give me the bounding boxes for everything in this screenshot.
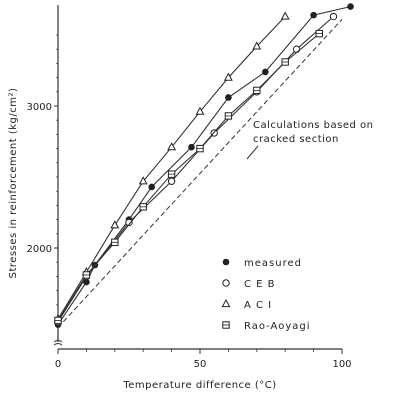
series-measured xyxy=(54,3,354,328)
data-point xyxy=(310,11,317,19)
legend-marker xyxy=(222,279,230,287)
data-point xyxy=(195,106,205,115)
axes: 0 50 100 2000 3000 xyxy=(27,5,352,370)
legend-marker xyxy=(221,298,231,308)
data-point xyxy=(329,12,338,21)
y-tick-label: 2000 xyxy=(27,244,52,255)
annotation-line-2: cracked section xyxy=(253,134,339,145)
data-point xyxy=(252,41,262,50)
y-axis-label: Stresses in reinforcement (kg/cm²) xyxy=(8,88,19,279)
legend-marker xyxy=(222,258,230,266)
legend-label: Rao-Aoyagi xyxy=(244,321,311,332)
annotation: Calculations based on cracked section xyxy=(246,120,374,160)
legend-label: C E B xyxy=(244,279,276,290)
series-c-e-b xyxy=(54,12,338,326)
series-calc-line xyxy=(57,19,343,328)
series-layer xyxy=(53,3,354,328)
data-point xyxy=(292,45,301,53)
data-point xyxy=(148,183,156,191)
data-point xyxy=(167,142,177,151)
series-line xyxy=(57,19,343,328)
data-point xyxy=(280,11,290,20)
data-point xyxy=(223,72,233,81)
series-rao-aoyagi xyxy=(54,29,323,325)
legend-label: measured xyxy=(244,258,302,269)
series-line xyxy=(57,33,320,321)
data-point xyxy=(225,94,232,101)
axis-break-mark xyxy=(53,340,63,346)
data-point xyxy=(347,3,354,10)
series-line xyxy=(57,16,334,323)
x-axis-label: Temperature difference (°C) xyxy=(122,380,276,391)
annotation-leader xyxy=(246,145,259,160)
x-tick-label: 50 xyxy=(194,359,207,370)
data-point xyxy=(167,177,176,185)
data-point xyxy=(110,220,120,229)
legend: measured C E B A C I Rao-Aoyagi xyxy=(221,258,311,332)
series-line xyxy=(57,6,351,326)
data-point xyxy=(138,176,148,185)
x-tick-label: 100 xyxy=(332,359,351,370)
data-point xyxy=(188,143,195,151)
legend-label: A C I xyxy=(244,300,272,311)
data-point xyxy=(125,218,133,227)
data-point xyxy=(262,68,269,76)
x-tick-label: 0 xyxy=(55,359,61,370)
annotation-line-1: Calculations based on xyxy=(253,120,374,131)
y-tick-label: 3000 xyxy=(27,102,52,113)
